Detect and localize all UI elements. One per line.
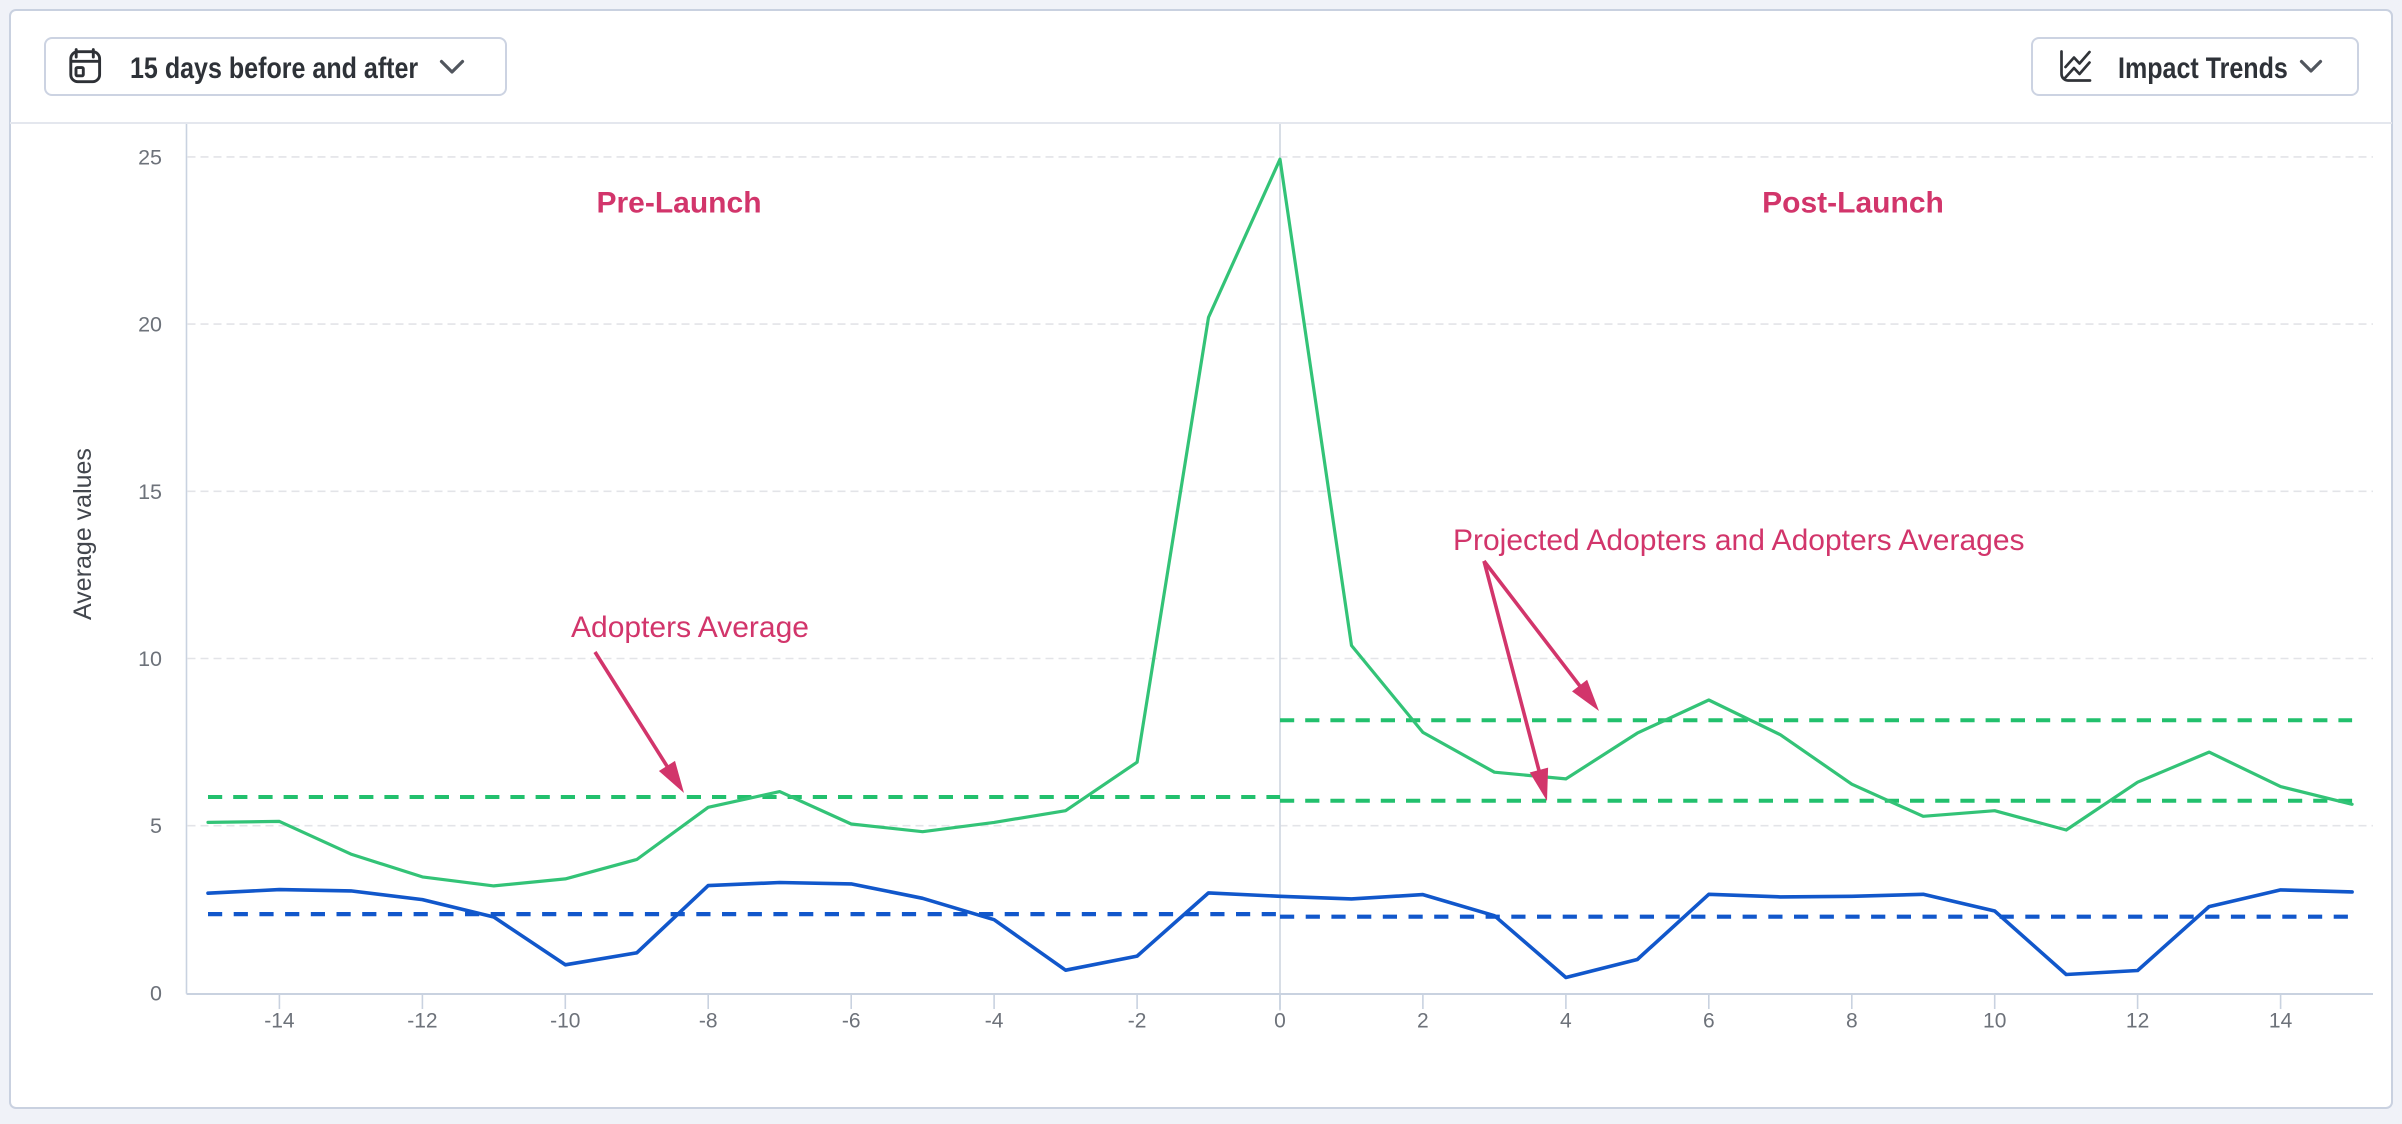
svg-text:Post-Launch: Post-Launch bbox=[1762, 187, 1944, 220]
svg-text:4: 4 bbox=[1560, 1010, 1572, 1033]
svg-text:5: 5 bbox=[150, 814, 162, 838]
svg-text:10: 10 bbox=[138, 647, 162, 671]
svg-text:Adopters Average: Adopters Average bbox=[571, 611, 809, 644]
svg-text:0: 0 bbox=[150, 981, 162, 1005]
svg-text:8: 8 bbox=[1846, 1010, 1858, 1033]
svg-text:10: 10 bbox=[1983, 1010, 2006, 1033]
svg-text:20: 20 bbox=[138, 313, 162, 337]
svg-text:15: 15 bbox=[138, 480, 162, 504]
svg-text:0: 0 bbox=[1274, 1010, 1286, 1033]
svg-text:25: 25 bbox=[138, 145, 162, 169]
svg-text:-10: -10 bbox=[550, 1010, 580, 1033]
svg-text:-8: -8 bbox=[699, 1010, 718, 1033]
svg-text:Pre-Launch: Pre-Launch bbox=[596, 187, 761, 220]
svg-text:Average values: Average values bbox=[69, 448, 97, 620]
svg-text:-12: -12 bbox=[407, 1010, 437, 1033]
svg-text:2: 2 bbox=[1417, 1010, 1429, 1033]
svg-text:-2: -2 bbox=[1128, 1010, 1147, 1033]
svg-text:12: 12 bbox=[2126, 1010, 2149, 1033]
svg-text:-4: -4 bbox=[985, 1010, 1004, 1033]
svg-text:-14: -14 bbox=[264, 1010, 295, 1033]
svg-text:Projected Adopters and Adopter: Projected Adopters and Adopters Averages bbox=[1453, 524, 2025, 557]
svg-text:14: 14 bbox=[2269, 1010, 2293, 1033]
svg-text:-6: -6 bbox=[842, 1010, 861, 1033]
svg-text:6: 6 bbox=[1703, 1010, 1715, 1033]
